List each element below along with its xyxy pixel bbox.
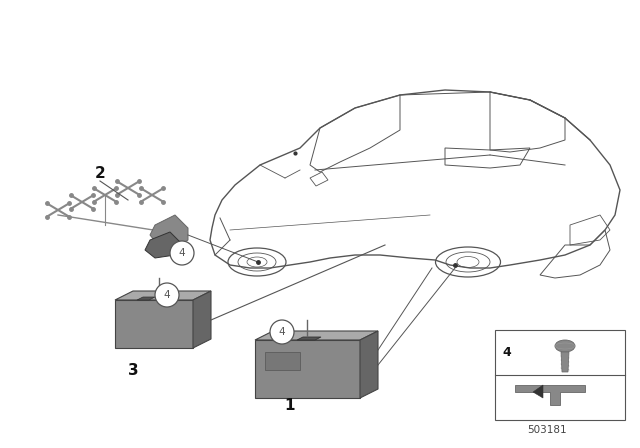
Polygon shape (255, 331, 378, 340)
Circle shape (155, 283, 179, 307)
Text: 503181: 503181 (527, 425, 567, 435)
Polygon shape (145, 232, 180, 258)
Text: 4: 4 (278, 327, 285, 337)
Polygon shape (115, 300, 193, 348)
Circle shape (170, 241, 194, 265)
Polygon shape (561, 352, 569, 372)
Polygon shape (150, 215, 188, 248)
Polygon shape (515, 385, 585, 405)
Circle shape (270, 320, 294, 344)
Polygon shape (255, 340, 360, 398)
Text: 1: 1 (285, 397, 295, 413)
Polygon shape (265, 352, 300, 370)
Polygon shape (360, 331, 378, 398)
Text: 4: 4 (164, 290, 170, 300)
Polygon shape (495, 330, 625, 420)
Ellipse shape (131, 317, 139, 323)
Polygon shape (297, 337, 321, 340)
Polygon shape (137, 297, 155, 300)
Text: 3: 3 (128, 362, 138, 378)
Polygon shape (193, 291, 211, 348)
Ellipse shape (160, 318, 170, 326)
Text: 4: 4 (502, 345, 511, 358)
Text: 2: 2 (95, 165, 106, 181)
Ellipse shape (555, 340, 575, 352)
Text: 4: 4 (179, 248, 186, 258)
Polygon shape (533, 385, 543, 398)
Polygon shape (157, 297, 175, 300)
Polygon shape (115, 291, 211, 300)
